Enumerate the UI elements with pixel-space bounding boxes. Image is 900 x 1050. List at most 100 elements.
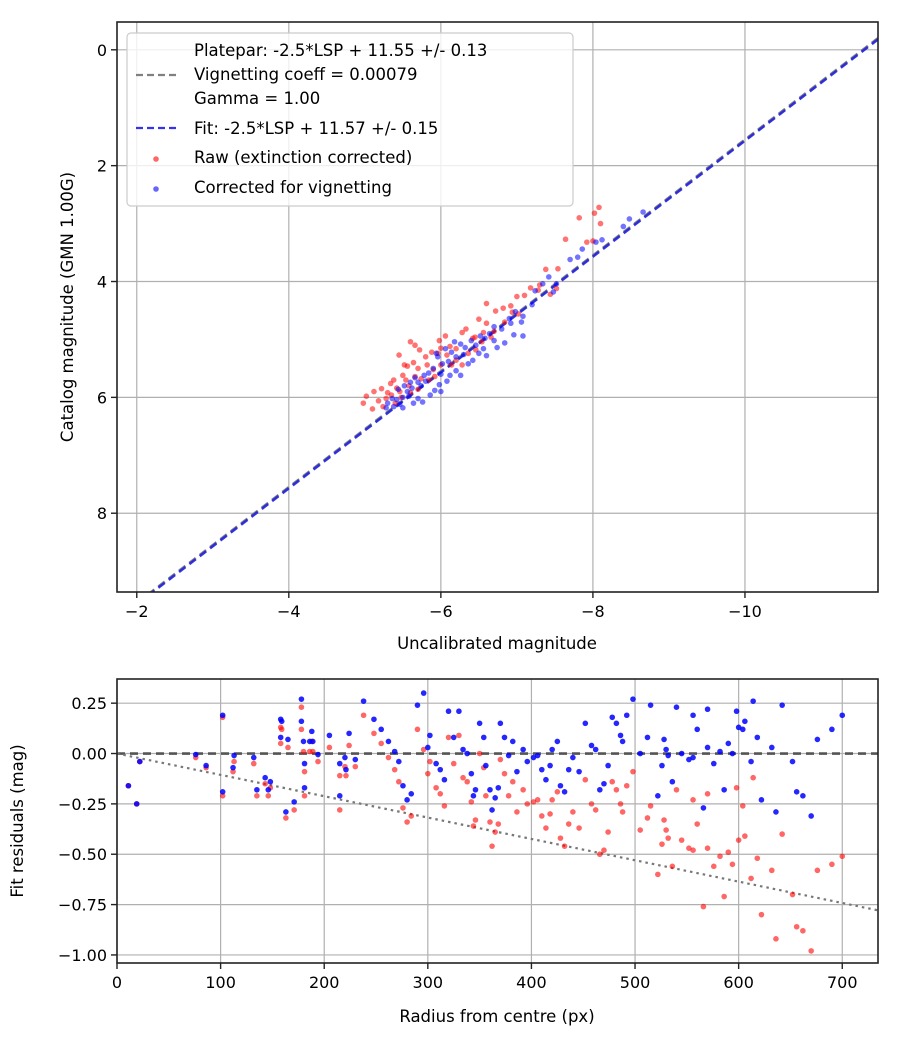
residuals-y-tick-label: −1.00 xyxy=(58,946,107,965)
residuals-point-corrected xyxy=(725,740,732,747)
residuals-point-corrected xyxy=(464,750,470,757)
residuals-point-corrected xyxy=(336,793,343,799)
residuals-y-tick-label: −0.25 xyxy=(58,795,107,814)
calibration-point-raw xyxy=(360,400,367,406)
residuals-point-raw xyxy=(704,791,711,797)
residuals-x-tick-label: 100 xyxy=(205,973,236,992)
residuals-point-raw xyxy=(789,891,796,898)
residuals-point-corrected xyxy=(278,718,285,725)
calibration-point-corrected xyxy=(442,345,449,352)
calibration-point-raw xyxy=(396,352,402,358)
calibration-point-corrected xyxy=(520,333,526,339)
residuals-point-raw xyxy=(534,797,541,803)
calibration-point-raw xyxy=(363,393,370,400)
residuals-point-raw xyxy=(549,797,555,803)
calibration-point-corrected xyxy=(501,340,508,346)
residuals-point-corrected xyxy=(739,726,746,733)
calibration-point-corrected xyxy=(400,404,406,411)
residuals-series-corrected xyxy=(125,690,846,819)
residuals-point-corrected xyxy=(793,788,800,795)
residuals-point-corrected xyxy=(414,702,421,708)
residuals-point-corrected xyxy=(592,746,599,753)
calibration-point-corrected xyxy=(425,370,432,376)
residuals-point-corrected xyxy=(404,797,410,803)
residuals-point-corrected xyxy=(549,746,555,753)
calibration-point-raw xyxy=(521,292,528,299)
residuals-point-raw xyxy=(468,799,475,805)
calibration-x-tick-label: −2 xyxy=(125,602,149,621)
residuals-point-corrected xyxy=(254,786,260,793)
residuals-point-raw xyxy=(336,807,343,813)
residuals-point-corrected xyxy=(655,793,661,799)
residuals-point-raw xyxy=(637,827,644,833)
calibration-point-corrected xyxy=(400,394,406,401)
residuals-point-raw xyxy=(420,746,427,753)
residuals-point-corrected xyxy=(433,760,439,767)
calibration-point-corrected xyxy=(438,371,444,377)
residuals-point-raw xyxy=(285,744,291,751)
calibration-point-corrected xyxy=(483,352,490,359)
residuals-point-corrected xyxy=(623,712,630,719)
residuals-point-raw xyxy=(754,855,761,862)
residuals-point-corrected xyxy=(427,732,433,739)
residuals-point-corrected xyxy=(779,702,785,708)
residuals-point-corrected xyxy=(588,742,595,749)
residuals-point-raw xyxy=(524,801,531,807)
calibration-point-raw xyxy=(483,300,490,307)
residuals-point-corrected xyxy=(661,736,667,743)
calibration-point-corrected xyxy=(506,315,513,322)
residuals-point-corrected xyxy=(758,797,765,803)
residuals-point-corrected xyxy=(298,696,305,702)
residuals-point-corrected xyxy=(267,778,274,785)
calibration-fit-line xyxy=(150,38,878,592)
residuals-point-corrected xyxy=(441,776,448,783)
calibration-point-corrected xyxy=(453,354,459,360)
calibration-point-corrected xyxy=(439,360,446,367)
calibration-ticks: −2 −4 −6 −8 −10 0 2 4 6 8 xyxy=(97,41,762,621)
residuals-point-corrected xyxy=(733,708,740,715)
residuals-point-corrected xyxy=(501,734,508,741)
calibration-series-raw xyxy=(360,204,604,412)
calibration-point-raw xyxy=(453,345,459,352)
residuals-point-raw xyxy=(717,853,723,860)
calibration-point-corrected xyxy=(401,382,408,389)
residuals-point-raw xyxy=(565,821,572,827)
residuals-point-corrected xyxy=(298,718,305,725)
residuals-point-raw xyxy=(694,821,701,827)
calibration-y-tick-label: 8 xyxy=(97,504,107,523)
residuals-point-raw xyxy=(605,829,611,835)
residuals-point-corrected xyxy=(505,752,512,759)
residuals-point-raw xyxy=(277,740,284,747)
residuals-point-raw xyxy=(476,750,483,757)
residuals-point-raw xyxy=(501,770,508,777)
calibration-point-corrected xyxy=(410,400,417,406)
residuals-point-raw xyxy=(739,803,746,809)
residuals-point-raw xyxy=(505,793,512,799)
calibration-point-corrected xyxy=(407,379,414,386)
residuals-point-raw xyxy=(301,768,308,775)
residuals-point-raw xyxy=(408,813,415,819)
calibration-point-corrected xyxy=(477,333,484,339)
calibration-x-tick-label: −8 xyxy=(581,602,605,621)
residuals-point-corrected xyxy=(557,782,564,789)
calibration-point-raw xyxy=(416,347,423,353)
residuals-point-raw xyxy=(470,823,477,829)
residuals-point-corrected xyxy=(492,795,498,801)
residuals-point-raw xyxy=(404,819,410,825)
residuals-point-corrected xyxy=(378,726,385,733)
calibration-point-raw xyxy=(555,265,561,272)
calibration-point-corrected xyxy=(593,239,599,245)
calibration-point-corrected xyxy=(486,330,493,337)
calibration-point-raw xyxy=(483,320,490,327)
legend-gamma-label: Gamma = 1.00 xyxy=(194,89,320,108)
residuals-point-corrected xyxy=(534,752,541,759)
residuals-point-raw xyxy=(814,867,821,874)
calibration-point-raw xyxy=(527,285,534,291)
calibration-point-corrected xyxy=(383,404,389,411)
residuals-point-corrected xyxy=(748,758,754,765)
calibration-point-raw xyxy=(410,359,417,366)
residuals-point-corrected xyxy=(605,762,611,769)
calibration-series-corrected xyxy=(383,209,646,411)
calibration-point-corrected xyxy=(431,387,438,394)
